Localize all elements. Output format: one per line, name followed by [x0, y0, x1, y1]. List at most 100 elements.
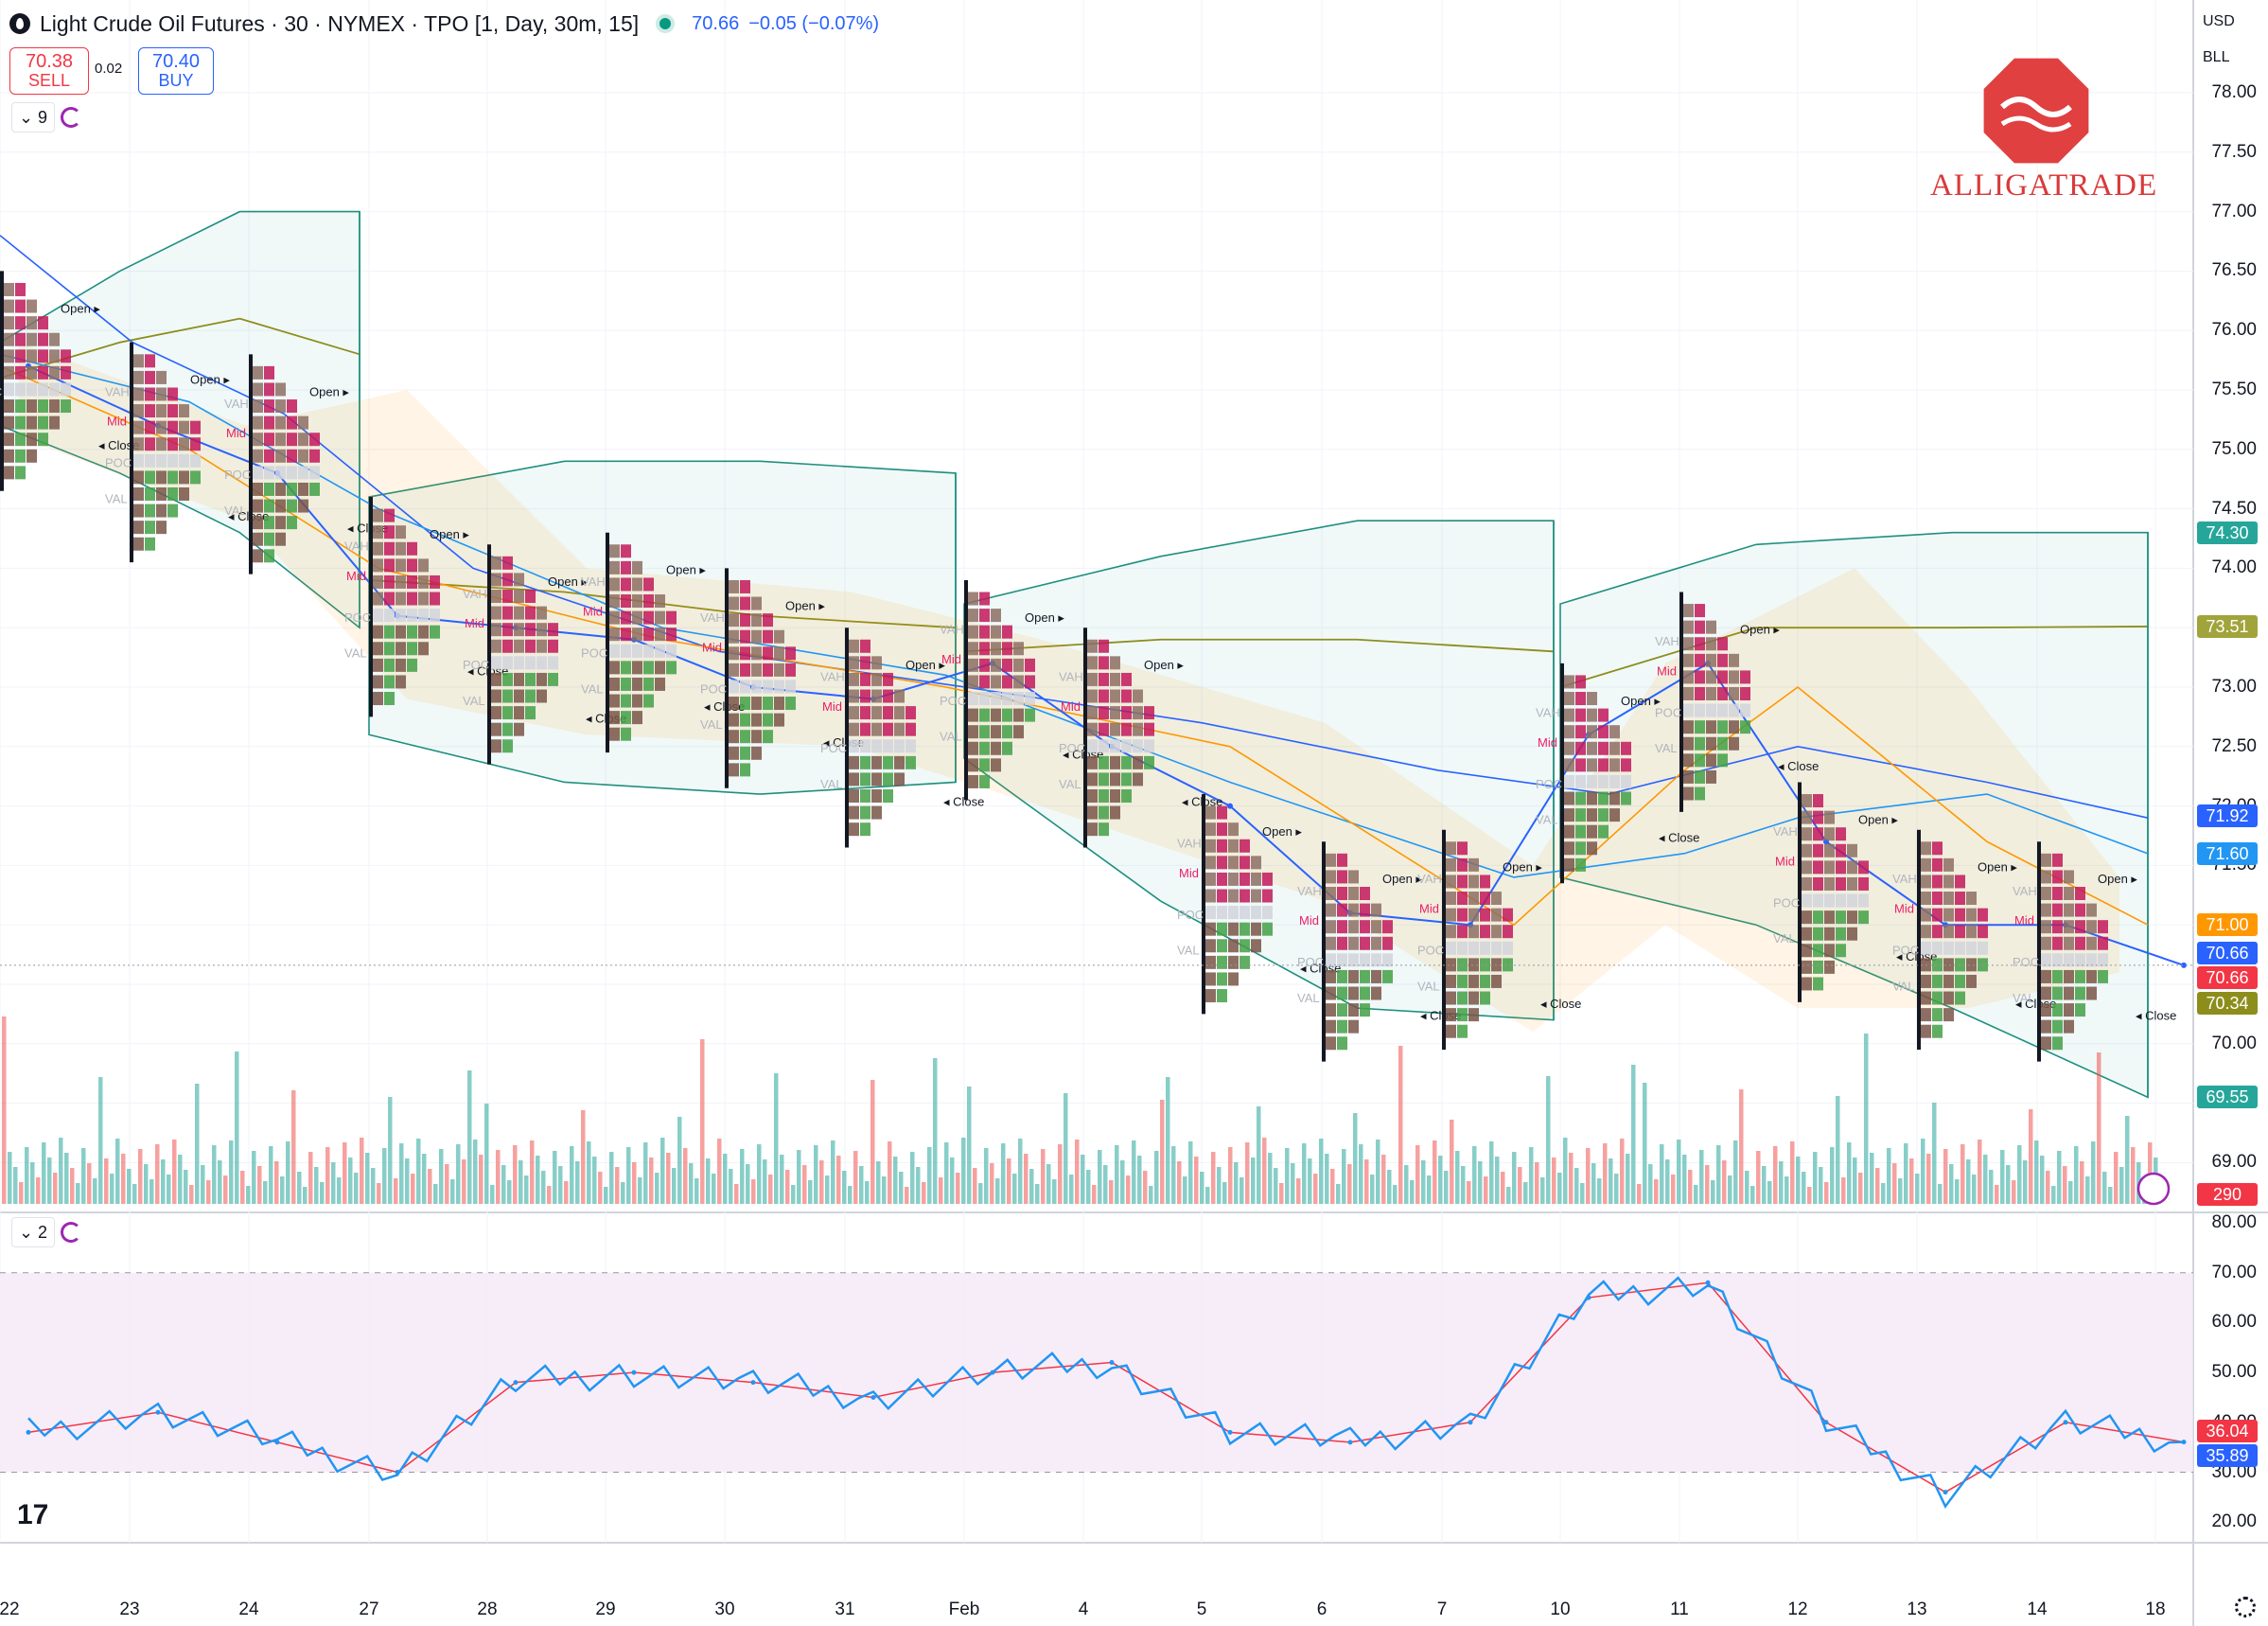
- tpo-block: [609, 577, 620, 592]
- tpo-block: [1683, 786, 1694, 801]
- tpo-poc-label: POC: [2013, 955, 2039, 969]
- tpo-block: [38, 316, 48, 330]
- tpo-block: [991, 708, 1001, 722]
- tpo-block: [1110, 706, 1120, 720]
- tradingview-logo[interactable]: 17: [17, 1499, 49, 1530]
- refresh-icon[interactable]: [61, 1222, 81, 1243]
- tpo-block: [1326, 887, 1336, 901]
- tpo-block: [621, 694, 631, 708]
- tpo-block: [1262, 906, 1273, 920]
- tpo-block: [525, 706, 536, 720]
- tpo-block: [1446, 875, 1456, 889]
- tpo-block: [1609, 741, 1620, 755]
- tpo-block: [1121, 772, 1132, 786]
- tpo-block: [643, 610, 654, 625]
- tpo-block: [1348, 1019, 1359, 1034]
- tpo-block: [1133, 722, 1143, 736]
- tpo-close-label: ◂ Close: [2136, 1009, 2176, 1023]
- tpo-block: [502, 689, 513, 703]
- tpo-block: [883, 755, 893, 769]
- volume-bar: [1711, 1180, 1715, 1204]
- settings-gear-icon[interactable]: [2235, 1597, 2256, 1617]
- volume-bar: [1143, 1171, 1148, 1204]
- volume-bar: [1359, 1144, 1363, 1204]
- volume-bar: [337, 1177, 342, 1204]
- tpo-block: [1371, 969, 1381, 983]
- volume-bar: [814, 1145, 818, 1204]
- volume-bar: [553, 1151, 557, 1204]
- tpo-block: [156, 420, 167, 434]
- tpo-block: [2041, 903, 2051, 917]
- tpo-block: [609, 544, 620, 558]
- tpo-vah-label: VAH: [1536, 705, 1560, 719]
- tpo-block: [1564, 824, 1574, 839]
- tpo-block: [418, 642, 429, 656]
- tpo-block: [1717, 720, 1728, 734]
- tpo-block: [871, 789, 882, 804]
- volume-bar: [893, 1157, 898, 1204]
- tpo-block: [1955, 991, 1965, 1005]
- volume-bar: [1767, 1181, 1772, 1204]
- tpo-block: [729, 680, 739, 694]
- tpo-block: [632, 677, 642, 691]
- tpo-block: [1217, 839, 1227, 853]
- tpo-block: [849, 639, 859, 653]
- tpo-block: [1087, 689, 1098, 703]
- volume-bar: [825, 1175, 830, 1204]
- tpo-block: [1099, 805, 1109, 820]
- volume-bar: [1557, 1173, 1562, 1204]
- buy-button[interactable]: 70.40 BUY: [138, 47, 214, 95]
- volume-bar: [740, 1149, 745, 1204]
- tpo-block: [253, 466, 263, 480]
- sell-button[interactable]: 70.38 SELL: [9, 47, 89, 95]
- tpo-block: [632, 711, 642, 725]
- tpo-block: [860, 739, 870, 753]
- tpo-block: [1921, 991, 1931, 1005]
- volume-bar: [1046, 1164, 1051, 1204]
- volume-bar: [1086, 1170, 1091, 1204]
- symbol-title[interactable]: Light Crude Oil Futures · 30 · NYMEX · T…: [40, 10, 640, 36]
- volume-bar: [530, 1140, 535, 1204]
- tpo-block: [740, 763, 750, 777]
- tpo-block: [1326, 969, 1336, 983]
- tpo-block: [491, 739, 501, 753]
- unit-selector[interactable]: BLL: [2203, 49, 2230, 65]
- symbol-legend[interactable]: Light Crude Oil Futures · 30 · NYMEX · T…: [9, 8, 879, 40]
- collapse-rsi-button[interactable]: ⌄ 2: [11, 1217, 55, 1247]
- tpo-block: [1337, 1003, 1347, 1017]
- tpo-poc-label: POC: [344, 610, 371, 625]
- tpo-block: [38, 382, 48, 397]
- tpo-block: [1836, 910, 1846, 925]
- tpo-block: [609, 677, 620, 691]
- tpo-block: [1575, 758, 1586, 772]
- currency-selector[interactable]: USD: [2203, 13, 2235, 29]
- tpo-block: [1966, 892, 1977, 906]
- volume-bar: [700, 1039, 705, 1204]
- tpo-block: [1683, 687, 1694, 700]
- refresh-icon[interactable]: [61, 107, 81, 128]
- tpo-block: [1575, 692, 1586, 706]
- volume-bar: [1012, 1174, 1017, 1204]
- volume-bar: [450, 1179, 455, 1204]
- tpo-block: [1921, 1008, 1931, 1022]
- tpo-block: [1205, 822, 1216, 837]
- volume-bar: [280, 1176, 285, 1204]
- tpo-block: [860, 706, 870, 720]
- tpo-vah-label: VAH: [1417, 872, 1442, 886]
- tpo-block: [26, 399, 37, 414]
- tpo-block: [525, 606, 536, 620]
- tpo-block: [384, 508, 395, 522]
- tpo-block: [502, 623, 513, 637]
- tpo-block: [729, 646, 739, 661]
- tpo-block: [1110, 755, 1120, 769]
- rsi-point: [395, 1470, 400, 1475]
- tpo-block: [1348, 953, 1359, 967]
- tpo-block: [1326, 1019, 1336, 1034]
- collapse-indicators-button[interactable]: ⌄ 9: [11, 102, 55, 133]
- tpo-block: [1813, 860, 1823, 875]
- tpo-block: [1446, 925, 1456, 939]
- tpo-block: [1932, 1008, 1943, 1022]
- tpo-block: [729, 763, 739, 777]
- rsi-point: [1705, 1280, 1711, 1285]
